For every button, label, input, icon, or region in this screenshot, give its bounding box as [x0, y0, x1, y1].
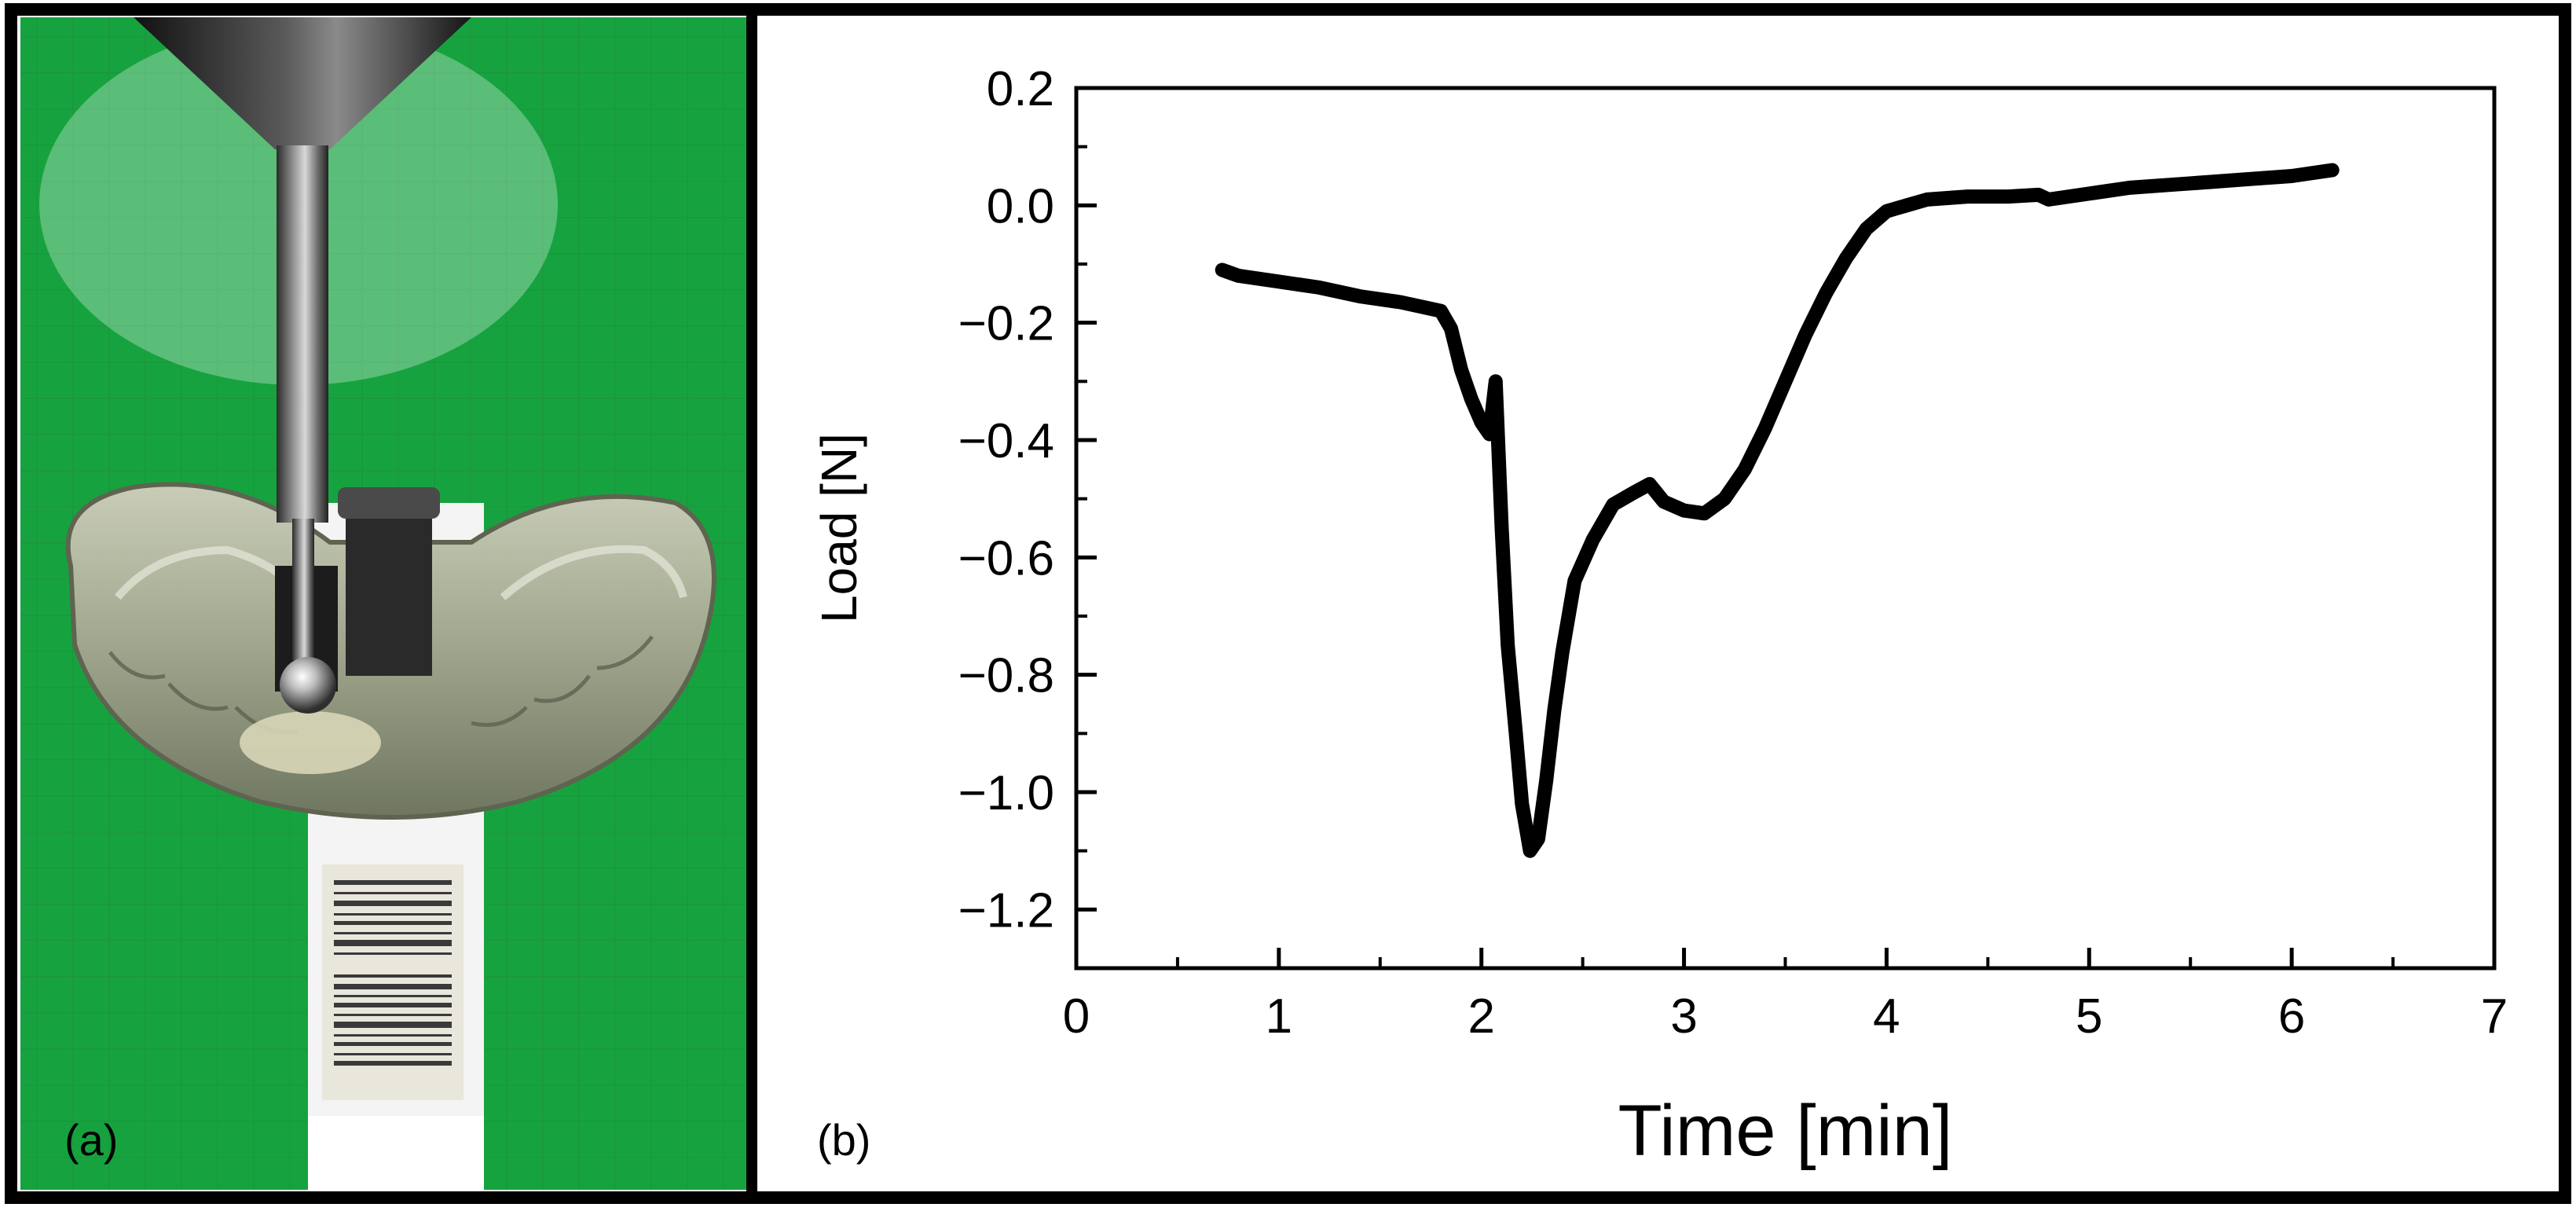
panel-divider [746, 9, 757, 1198]
y-tick-label: 0.0 [987, 179, 1054, 233]
panel-b-label: (b) [817, 1115, 870, 1165]
indenter-cone [134, 17, 471, 149]
x-tick-label: 7 [2481, 989, 2508, 1044]
indenter-tip-shaft [292, 519, 314, 660]
chart-panel [756, 17, 2557, 1190]
indenter-ball [280, 657, 336, 714]
y-tick-label: −1.2 [958, 883, 1054, 938]
x-tick-label: 3 [1670, 989, 1697, 1044]
y-tick-label: −1.0 [958, 766, 1054, 820]
x-tick-label: 6 [2278, 989, 2305, 1044]
y-tick-label: −0.2 [958, 297, 1054, 351]
y-tick-label: −0.6 [958, 531, 1054, 585]
y-axis-tick-labels: 0.2 0.0 −0.2 −0.4 −0.6 −0.8 −1.0 −1.2 [958, 62, 1054, 938]
outer-border [5, 3, 2571, 1204]
x-tick-label: 5 [2076, 989, 2102, 1044]
barcode-label [322, 864, 464, 1100]
y-axis-label: Load [N] [811, 433, 867, 623]
x-axis-label: Time [min] [1618, 1091, 1953, 1171]
panel-a-label: (a) [64, 1115, 118, 1165]
y-tick-label: 0.2 [987, 62, 1054, 116]
indenter [134, 17, 471, 714]
y-tick-label: −0.4 [958, 414, 1054, 468]
indenter-rod [277, 145, 328, 523]
x-tick-label: 0 [1063, 989, 1090, 1044]
photo-panel [20, 17, 746, 1190]
y-tick-label: −0.8 [958, 649, 1054, 703]
load-curve [1215, 163, 2340, 858]
x-tick-label: 4 [1873, 989, 1900, 1044]
x-axis-tick-labels: 0 1 2 3 4 5 6 7 [1063, 989, 2508, 1044]
y-axis-ticks [1076, 86, 1097, 970]
x-axis-ticks [1074, 948, 2497, 968]
strip-end [308, 1116, 484, 1190]
x-tick-label: 1 [1266, 989, 1292, 1044]
x-tick-label: 2 [1468, 989, 1494, 1044]
